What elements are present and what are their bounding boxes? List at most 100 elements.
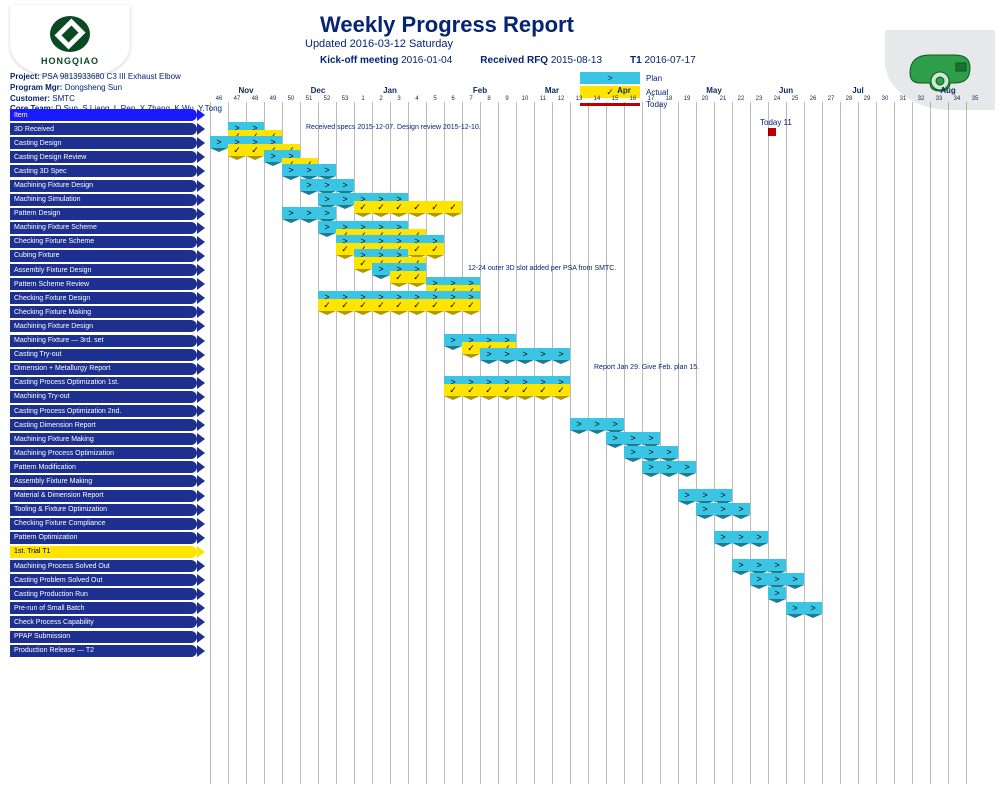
week-header: 24 bbox=[774, 96, 781, 102]
gantt-cell-plan: > bbox=[678, 461, 696, 473]
gantt-cell-act: ✓ bbox=[246, 144, 264, 156]
week-header: 51 bbox=[306, 96, 313, 102]
task-label: Assembly Fixture Making bbox=[10, 475, 197, 487]
grid-vline bbox=[930, 102, 931, 784]
task-label: Casting Process Optimization 2nd. bbox=[10, 405, 197, 417]
gantt-cell-act: ✓ bbox=[552, 384, 570, 396]
gantt-cell-plan: > bbox=[336, 179, 354, 191]
legend-today-swatch bbox=[580, 103, 640, 106]
task-row: PPAP Submission bbox=[10, 629, 205, 643]
grid-vline bbox=[786, 102, 787, 784]
week-header: 6 bbox=[451, 96, 454, 102]
task-row: Casting Production Run bbox=[10, 587, 205, 601]
gantt-cell-plan: > bbox=[318, 164, 336, 176]
month-header: Aug bbox=[940, 86, 956, 95]
gantt-cell-plan: > bbox=[318, 193, 336, 205]
task-row: Assembly Fixture Design bbox=[10, 263, 205, 277]
gantt-cell-plan: > bbox=[300, 179, 318, 191]
gantt-cell-plan: > bbox=[516, 348, 534, 360]
week-header: 50 bbox=[288, 96, 295, 102]
task-row: Pre-run of Small Batch bbox=[10, 601, 205, 615]
week-header: 35 bbox=[972, 96, 979, 102]
task-row: Machining Fixture Scheme bbox=[10, 221, 205, 235]
week-header: 4 bbox=[415, 96, 418, 102]
grid-vline bbox=[660, 102, 661, 784]
gantt-cell-act: ✓ bbox=[498, 384, 516, 396]
task-row: Machining Fixture — 3rd. set bbox=[10, 334, 205, 348]
task-label: Machining Fixture Scheme bbox=[10, 222, 197, 234]
gantt-cell-plan: > bbox=[642, 461, 660, 473]
gantt-cell-act: ✓ bbox=[480, 384, 498, 396]
task-label: Casting 3D Spec bbox=[10, 165, 197, 177]
gantt-cell-act: ✓ bbox=[426, 201, 444, 213]
gantt-cell-plan: > bbox=[732, 503, 750, 515]
week-header: 33 bbox=[936, 96, 943, 102]
task-label: Assembly Fixture Design bbox=[10, 264, 197, 276]
grid-vline bbox=[840, 102, 841, 784]
month-header: Jul bbox=[852, 86, 864, 95]
week-header: 32 bbox=[918, 96, 925, 102]
gantt-cell-act: ✓ bbox=[408, 201, 426, 213]
task-row: Checking Fixture Compliance bbox=[10, 517, 205, 531]
gantt-cell-plan: > bbox=[696, 503, 714, 515]
task-label: 3D Received bbox=[10, 123, 197, 135]
report-title: Weekly Progress Report bbox=[320, 12, 574, 38]
gantt-cell-plan: > bbox=[444, 334, 462, 346]
week-header: 26 bbox=[810, 96, 817, 102]
grid-vline bbox=[894, 102, 895, 784]
gantt-cell-plan: > bbox=[732, 559, 750, 571]
week-header: 7 bbox=[469, 96, 472, 102]
week-header: 8 bbox=[487, 96, 490, 102]
gantt-cell-plan: > bbox=[624, 432, 642, 444]
gantt-cell-act: ✓ bbox=[534, 384, 552, 396]
task-label: Item bbox=[10, 109, 197, 121]
task-row: Casting Process Optimization 2nd. bbox=[10, 404, 205, 418]
task-row: Machining Fixture Design bbox=[10, 319, 205, 333]
gantt-cell-plan: > bbox=[210, 136, 228, 148]
gantt-cell-act: ✓ bbox=[336, 243, 354, 255]
gantt-cell-act: ✓ bbox=[228, 144, 246, 156]
task-label: Casting Design Review bbox=[10, 151, 197, 163]
grid-vline bbox=[210, 102, 211, 784]
gantt-cell-plan: > bbox=[264, 150, 282, 162]
week-header: 5 bbox=[433, 96, 436, 102]
gantt-cell-plan: > bbox=[786, 573, 804, 585]
gantt-cell-plan: > bbox=[534, 348, 552, 360]
gantt-cell-plan: > bbox=[714, 489, 732, 501]
task-row: Cubing Fixture bbox=[10, 249, 205, 263]
gantt-cell-act: ✓ bbox=[444, 201, 462, 213]
task-row: Casting Dimension Report bbox=[10, 418, 205, 432]
grid-vline bbox=[282, 102, 283, 784]
week-header: 3 bbox=[397, 96, 400, 102]
week-header: 52 bbox=[324, 96, 331, 102]
week-header: 29 bbox=[864, 96, 871, 102]
gantt-cell-plan: > bbox=[660, 446, 678, 458]
week-header: 10 bbox=[522, 96, 529, 102]
gantt-cell-plan: > bbox=[606, 432, 624, 444]
week-header: 34 bbox=[954, 96, 961, 102]
task-label: Pattern Scheme Review bbox=[10, 278, 197, 290]
gantt-cell-plan: > bbox=[750, 531, 768, 543]
week-header: 22 bbox=[738, 96, 745, 102]
gantt-cell-act: ✓ bbox=[516, 384, 534, 396]
grid-vline bbox=[534, 102, 535, 784]
task-label: Checking Fixture Making bbox=[10, 306, 197, 318]
grid-vline bbox=[804, 102, 805, 784]
kd-t1: T1 2016-07-17 bbox=[630, 55, 696, 66]
task-row: Pattern Optimization bbox=[10, 531, 205, 545]
gantt-cell-act: ✓ bbox=[444, 384, 462, 396]
gantt-cell-plan: > bbox=[786, 602, 804, 614]
task-label: Machining Process Optimization bbox=[10, 447, 197, 459]
month-header: Apr bbox=[617, 86, 631, 95]
grid-vline bbox=[264, 102, 265, 784]
gantt-cell-plan: > bbox=[768, 573, 786, 585]
gantt-cell-plan: > bbox=[282, 207, 300, 219]
grid-vline bbox=[570, 102, 571, 784]
key-dates: Kick-off meeting 2016-01-04 Received RFQ… bbox=[320, 55, 696, 66]
gantt-cell-plan: > bbox=[552, 348, 570, 360]
task-label: Casting Process Optimization 1st. bbox=[10, 377, 197, 389]
grid-vline bbox=[678, 102, 679, 784]
task-row: Casting Design bbox=[10, 136, 205, 150]
week-header: 23 bbox=[756, 96, 763, 102]
task-label: Checking Fixture Scheme bbox=[10, 236, 197, 248]
